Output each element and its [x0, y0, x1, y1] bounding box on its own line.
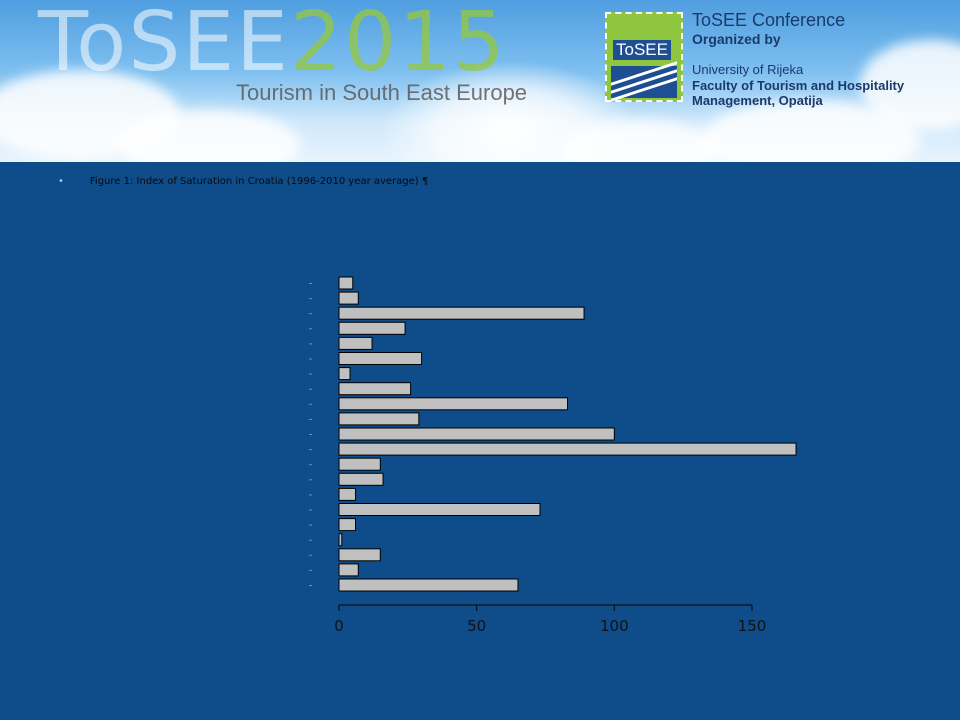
x-tick-label-2: 100 [600, 617, 629, 635]
tosee-badge-logo: ToSEE [605, 12, 683, 102]
bar-3 [338, 321, 406, 335]
tagline: Tourism in South East Europe [236, 80, 528, 105]
caption-text: Figure 1: Index of Saturation in Croatia… [89, 176, 429, 187]
faculty-line-2: Management, Opatija [692, 93, 823, 108]
bar-7 [338, 382, 412, 396]
waves-icon [611, 61, 677, 102]
x-tick-label-0: 0 [334, 617, 344, 635]
bar-15 [338, 503, 541, 516]
bullet: • [58, 176, 64, 187]
cloud-decoration [120, 110, 300, 162]
bar-14 [338, 487, 357, 501]
logo-year: 2015 [290, 0, 507, 90]
bar-18 [338, 548, 381, 562]
bar-12 [338, 457, 381, 471]
tosee-logo: ToSEE2015 [38, 2, 507, 84]
header-banner: ToSEE2015 Tourism in South East Europe T… [0, 0, 960, 162]
bar-10 [338, 427, 615, 441]
bar-9 [338, 412, 420, 426]
bar-11 [338, 442, 797, 456]
bar-4 [338, 336, 373, 350]
organized-by: Organized by [692, 31, 781, 47]
logo-word: ToSEE [38, 0, 290, 90]
university-name: University of Rijeka [692, 62, 804, 77]
bar-20 [338, 578, 519, 592]
figure-caption: • Figure 1: Index of Saturation in Croati… [58, 176, 428, 187]
bar-6 [338, 367, 351, 381]
faculty-line-1: Faculty of Tourism and Hospitality [692, 78, 905, 93]
bar-17 [338, 533, 343, 547]
bar-8 [338, 397, 569, 411]
conference-info: ToSEE Conference Organized by University… [692, 10, 904, 108]
bar-2 [338, 306, 585, 320]
badge-text: ToSEE [613, 40, 671, 60]
x-tick-label-3: 150 [738, 617, 767, 635]
bar-16 [338, 518, 357, 532]
bar-5 [338, 352, 423, 365]
bar-0 [338, 276, 354, 290]
bar-1 [338, 291, 359, 305]
sun-glow [380, 60, 640, 162]
bar-19 [338, 563, 359, 577]
conference-title: ToSEE Conference [692, 10, 846, 30]
bar-13 [338, 472, 384, 486]
x-tick-label-1: 50 [467, 617, 486, 635]
